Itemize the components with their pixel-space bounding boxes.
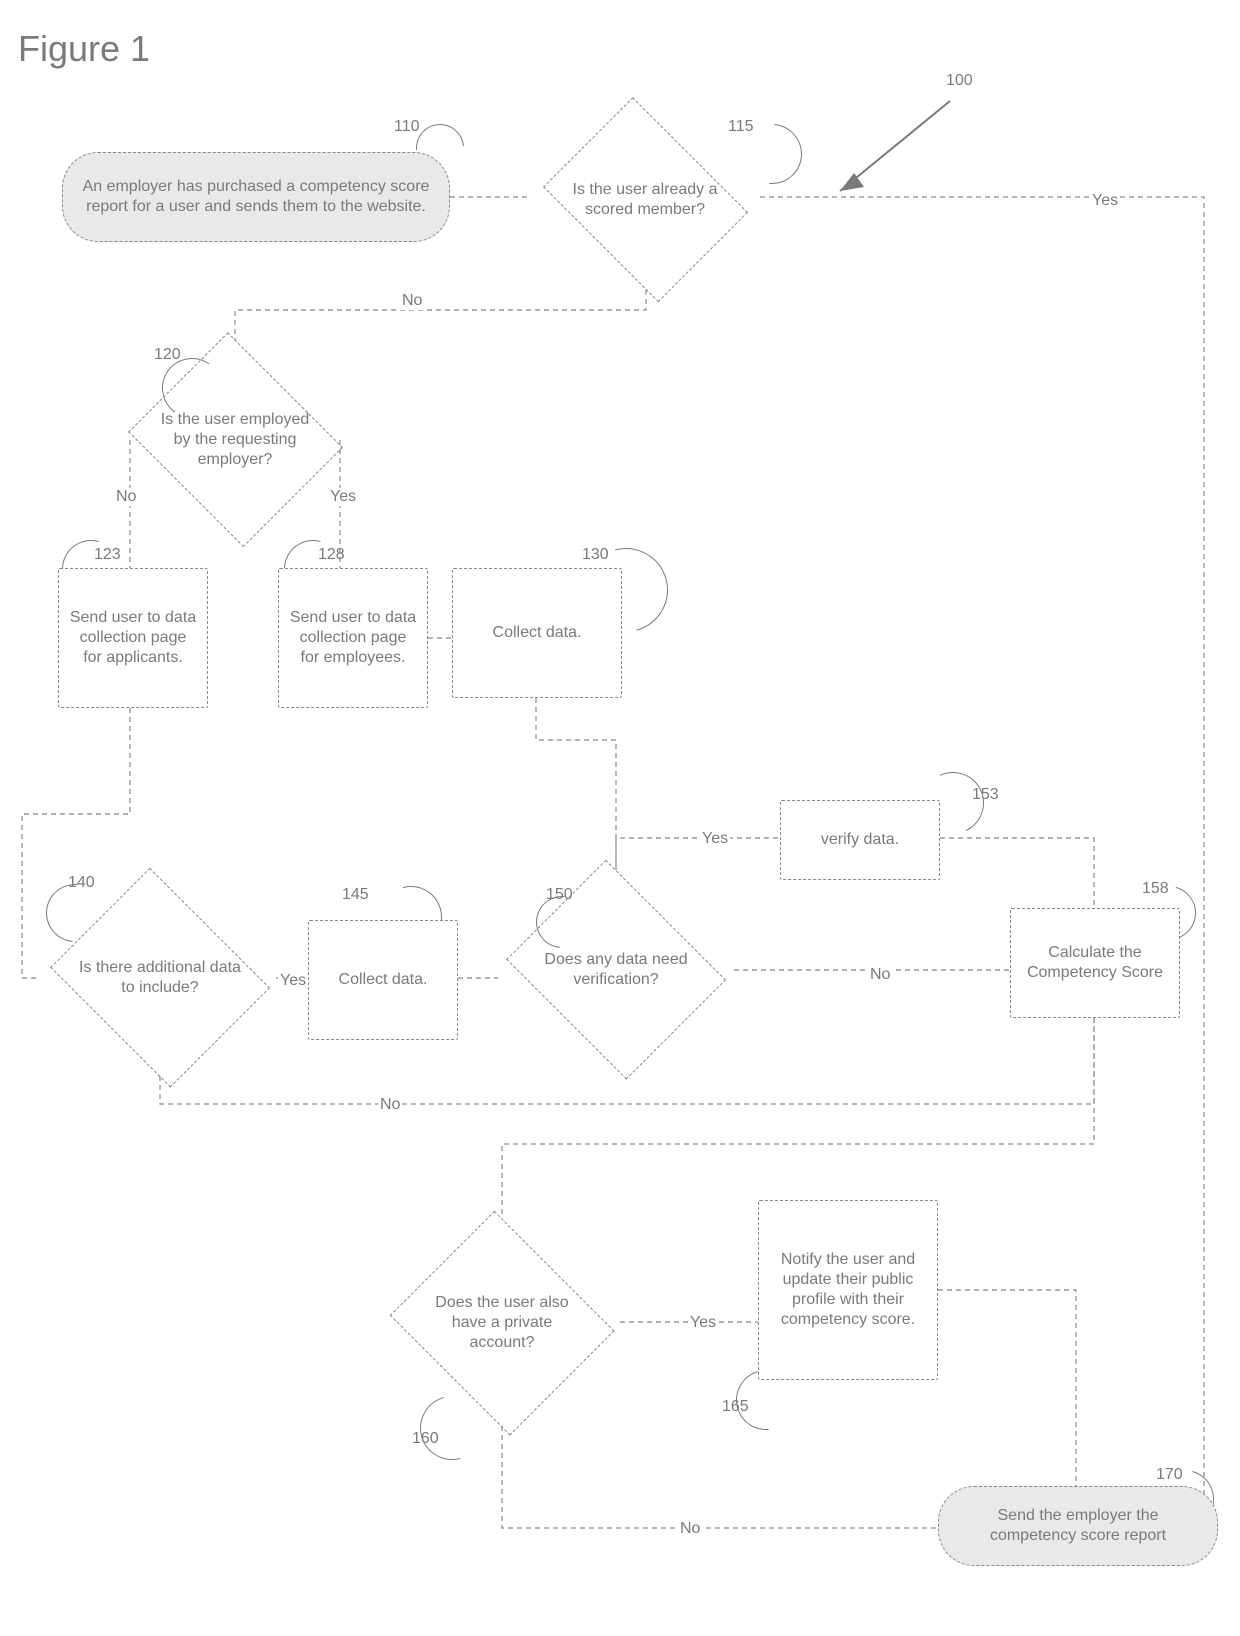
node-n115: Is the user already a scored member? [530,110,760,290]
edge-label-no: No [400,292,424,310]
edge-label-yes: Yes [328,488,358,506]
node-n128: Send user to data collection page for em… [278,568,428,708]
node-n170: Send the employer the competency score r… [938,1486,1218,1566]
node-n140: Is there additional data to include? [40,878,280,1078]
ref-145: 145 [340,886,371,904]
edge-label-yes: Yes [688,1314,718,1332]
flowchart-canvas: Figure 1 100 110 115 120 123 128 130 140… [0,0,1240,1636]
node-n165: Notify the user and update their public … [758,1200,938,1380]
pointer-arrow-icon [820,95,970,205]
node-n110: An employer has purchased a competency s… [62,152,450,242]
node-n150: Does any data need verification? [496,870,736,1070]
node-n160: Does the user also have a private accoun… [382,1218,622,1428]
figure-title: Figure 1 [18,28,150,70]
edge-label-yes: Yes [700,830,730,848]
edge-label-no: No [678,1520,702,1538]
edge-label-yes: Yes [1090,192,1120,210]
node-n123: Send user to data collection page for ap… [58,568,208,708]
node-n153: verify data. [780,800,940,880]
edge-label-no: No [114,488,138,506]
edge-label-no: No [378,1096,402,1114]
ref-110: 110 [392,118,422,136]
node-n120: Is the user employed by the requesting e… [120,340,350,540]
edge-label-no: No [868,966,892,984]
node-n145: Collect data. [308,920,458,1040]
node-n130: Collect data. [452,568,622,698]
edge-label-yes: Yes [278,972,308,990]
node-n158: Calculate the Competency Score [1010,908,1180,1018]
ref-100: 100 [944,72,975,90]
